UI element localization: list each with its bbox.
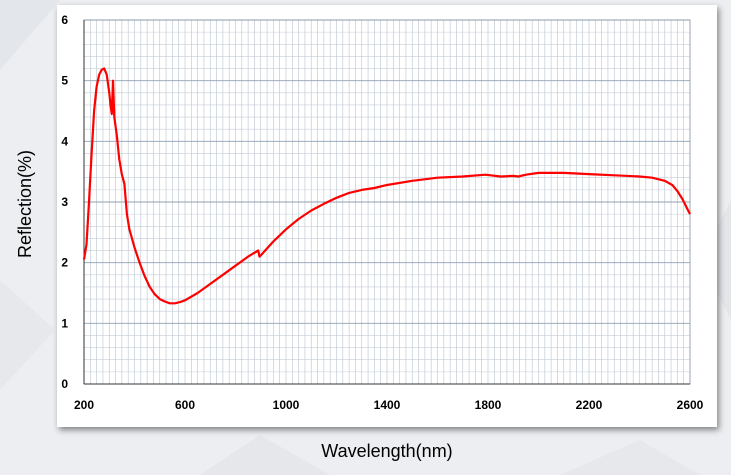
axes bbox=[83, 20, 690, 385]
x-tick-label: 1000 bbox=[273, 398, 300, 412]
x-tick-label: 200 bbox=[74, 398, 94, 412]
grid-lines bbox=[83, 19, 691, 385]
x-tick-label: 1400 bbox=[374, 398, 401, 412]
y-tick-label: 3 bbox=[61, 195, 68, 209]
x-tick-labels: 200 600 1000 1400 1800 2200 2600 bbox=[74, 398, 704, 412]
y-tick-label: 1 bbox=[61, 316, 68, 330]
y-tick-labels: 0 1 2 3 4 5 6 bbox=[61, 13, 68, 391]
y-tick-label: 0 bbox=[61, 377, 68, 391]
x-tick-label: 600 bbox=[175, 398, 195, 412]
y-tick-label: 6 bbox=[61, 13, 68, 27]
x-tick-label: 2200 bbox=[576, 398, 603, 412]
reflection-series-line bbox=[82, 67, 691, 305]
x-tick-label: 2600 bbox=[677, 398, 704, 412]
y-tick-label: 2 bbox=[61, 256, 68, 270]
y-tick-label: 5 bbox=[61, 74, 68, 88]
y-axis-title: Reflection(%) bbox=[15, 150, 35, 258]
y-tick-label: 4 bbox=[61, 134, 68, 148]
x-axis-title: Wavelength(nm) bbox=[321, 441, 452, 461]
x-tick-label: 1800 bbox=[475, 398, 502, 412]
